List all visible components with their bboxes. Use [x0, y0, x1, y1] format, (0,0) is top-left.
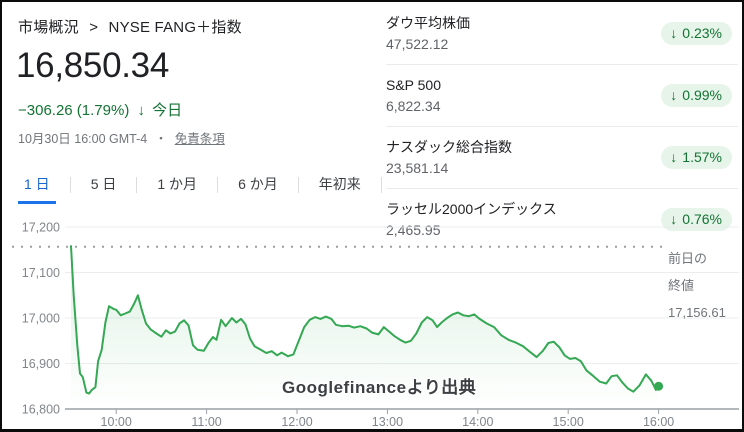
change-amount: −306.26 (1.79%) [18, 102, 130, 119]
breadcrumb: 市場概況 > NYSE FANG＋指数 [18, 16, 242, 37]
index-price: 16,850.34 [16, 46, 170, 85]
previous-close-label: 前日の 終値 17,156.61 [668, 245, 726, 326]
svg-text:17,000: 17,000 [22, 312, 60, 326]
change-badge: ↓ 0.99% [661, 84, 732, 107]
down-arrow-icon: ↓ [670, 25, 678, 41]
tab-6m[interactable]: 6 か月 [238, 176, 278, 192]
index-row-nasdaq[interactable]: ナスダック総合指数 23,581.14 ↓ 1.57% [386, 127, 738, 189]
breadcrumb-market-overview[interactable]: 市場概況 [18, 19, 79, 36]
index-name: ナスダック総合指数 [386, 138, 512, 155]
previous-close-line1: 前日の [668, 251, 708, 266]
change-badge: ↓ 1.57% [661, 146, 732, 169]
change-percent: 1.57% [682, 149, 722, 165]
index-value: 47,522.12 [386, 35, 449, 52]
breadcrumb-separator: > [89, 19, 99, 36]
down-arrow-icon: ↓ [670, 211, 678, 227]
tab-1d[interactable]: 1 日 [18, 170, 56, 204]
change-period: 今日 [152, 102, 183, 119]
change-badge: ↓ 0.76% [661, 208, 732, 231]
breadcrumb-current-index: NYSE FANG＋指数 [108, 19, 242, 36]
index-value: 2,465.95 [386, 221, 441, 238]
svg-text:11:00: 11:00 [191, 415, 221, 429]
index-row-sp500[interactable]: S&P 500 6,822.34 ↓ 0.99% [386, 65, 738, 127]
index-row-dow[interactable]: ダウ平均株価 47,522.12 ↓ 0.23% [386, 3, 738, 65]
svg-text:16,800: 16,800 [22, 403, 60, 417]
watermark-source-text: Googlefinanceより出典 [282, 378, 477, 397]
dot-separator: ・ [154, 132, 168, 146]
timestamp-text: 10月30日 16:00 GMT-4 [18, 132, 148, 146]
svg-text:17,100: 17,100 [22, 266, 60, 280]
time-range-tabs: 1 日 5 日 1 か月 6 か月 年初来 [18, 170, 396, 204]
svg-text:13:00: 13:00 [372, 415, 403, 429]
tab-divider [217, 177, 219, 193]
tab-ytd[interactable]: 年初来 [318, 176, 361, 192]
svg-text:15:00: 15:00 [553, 415, 584, 429]
tab-divider [297, 177, 299, 193]
tab-divider [136, 177, 138, 193]
svg-text:16,900: 16,900 [22, 357, 60, 371]
index-name: ダウ平均株価 [386, 14, 470, 31]
price-change: −306.26 (1.79%) ↓ 今日 [18, 99, 182, 120]
svg-text:10:00: 10:00 [101, 415, 132, 429]
down-arrow-icon: ↓ [670, 87, 678, 103]
svg-text:16:00: 16:00 [643, 415, 674, 429]
price-chart[interactable]: 17,200 17,100 17,000 16,900 16,800 10:00 11:00… [2, 215, 744, 432]
previous-close-value: 17,156.61 [668, 305, 726, 320]
tab-5d[interactable]: 5 日 [90, 176, 117, 192]
index-name: S&P 500 [386, 76, 442, 93]
index-row-russell2000[interactable]: ラッセル2000インデックス 2,465.95 ↓ 0.76% [386, 189, 738, 250]
svg-text:12:00: 12:00 [281, 415, 312, 429]
index-value: 6,822.34 [386, 97, 441, 114]
previous-close-line2: 終値 [668, 278, 695, 293]
down-arrow-icon: ↓ [670, 149, 678, 165]
tab-divider [69, 177, 71, 193]
tab-1m[interactable]: 1 か月 [157, 176, 198, 192]
disclaimer-link[interactable]: 免責条項 [174, 132, 225, 146]
index-name: ラッセル2000インデックス [386, 200, 557, 217]
market-indices-panel: ダウ平均株価 47,522.12 ↓ 0.23% S&P 500 6,822.3… [386, 3, 738, 250]
svg-text:14:00: 14:00 [462, 415, 493, 429]
change-percent: 0.99% [682, 87, 722, 103]
index-value: 23,581.14 [386, 159, 449, 176]
tab-divider [380, 177, 382, 193]
change-percent: 0.23% [682, 25, 722, 41]
change-percent: 0.76% [682, 211, 722, 227]
down-arrow-icon: ↓ [137, 102, 146, 119]
change-badge: ↓ 0.23% [661, 22, 732, 45]
quote-timestamp: 10月30日 16:00 GMT-4 ・ 免責条項 [18, 128, 225, 147]
svg-text:17,200: 17,200 [22, 221, 60, 235]
